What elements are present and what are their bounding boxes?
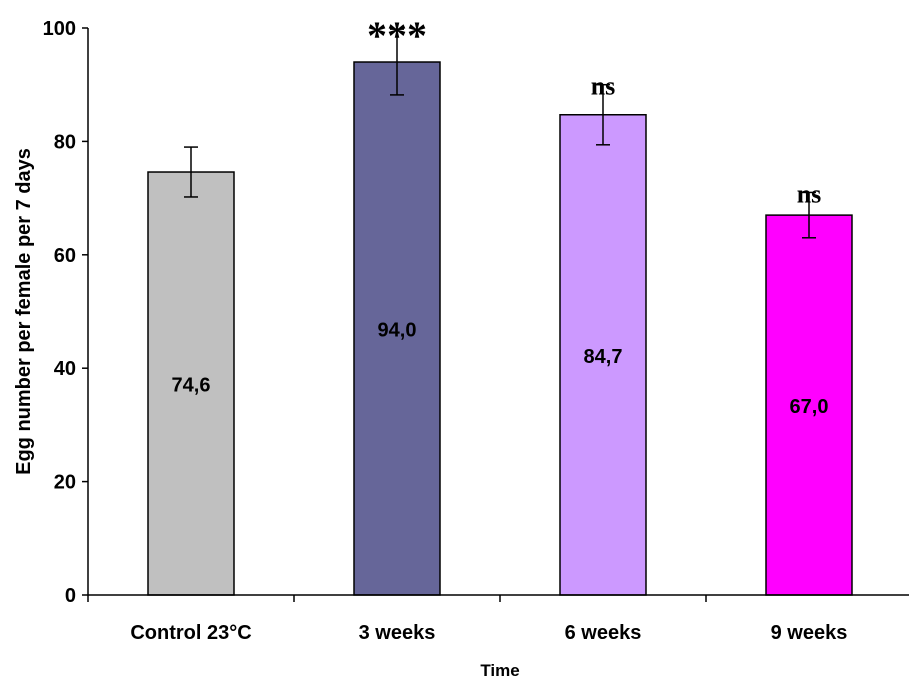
x-tick-label: 6 weeks xyxy=(565,622,642,644)
y-tick-label: 0 xyxy=(65,585,76,607)
data-label: 74,6 xyxy=(172,375,211,397)
y-tick-label: 60 xyxy=(54,245,76,267)
significance-label: ns xyxy=(591,72,616,101)
bars: 74,6 94,0 *** 84,7 ns 67,0 ns xyxy=(147,13,853,596)
x-tick-label: 3 weeks xyxy=(359,622,436,644)
y-tick-label: 80 xyxy=(54,131,76,153)
category-labels: Control 23°C 3 weeks 6 weeks 9 weeks xyxy=(130,622,847,644)
y-tick-label: 40 xyxy=(54,358,76,380)
y-axis-title: Egg number per female per 7 days xyxy=(13,148,35,475)
x-tick-label: 9 weeks xyxy=(771,622,848,644)
x-axis-title: Time xyxy=(480,661,519,679)
data-label: 94,0 xyxy=(378,320,417,342)
significance-label: ns xyxy=(797,179,822,208)
x-tick-label: Control 23°C xyxy=(130,622,251,644)
y-tick-label: 100 xyxy=(43,18,76,40)
data-label: 84,7 xyxy=(584,346,623,368)
y-tick-label: 20 xyxy=(54,472,76,494)
y-axis-ticks: 0 20 40 60 80 100 xyxy=(43,18,707,607)
bar xyxy=(559,114,647,596)
significance-label: *** xyxy=(367,13,427,58)
data-label: 67,0 xyxy=(790,396,829,418)
